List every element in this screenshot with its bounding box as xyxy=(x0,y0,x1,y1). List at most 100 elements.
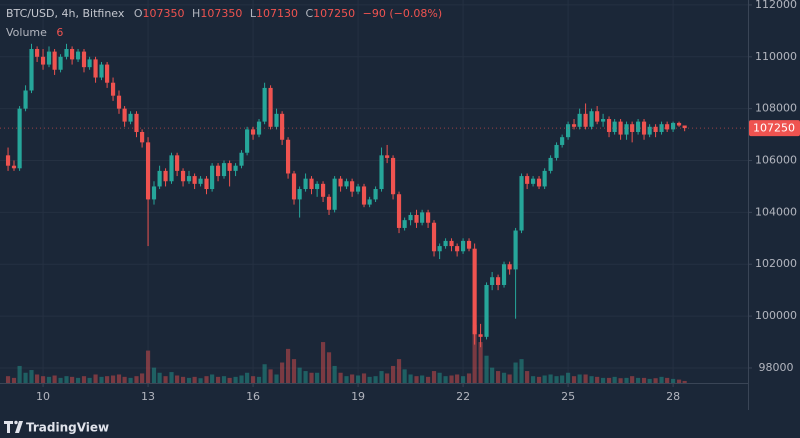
volume-bar xyxy=(309,372,314,383)
candle-body xyxy=(46,51,52,65)
volume-bar xyxy=(198,378,203,383)
logo-icon xyxy=(14,420,18,425)
candle-body xyxy=(390,157,396,195)
volume-bar xyxy=(414,376,419,383)
last-price-label: 107250 xyxy=(753,122,795,135)
candle-body xyxy=(554,144,559,158)
volume-bar xyxy=(548,374,553,383)
volume-bar xyxy=(93,374,98,383)
volume-bar xyxy=(128,377,133,383)
volume-bar xyxy=(186,377,192,383)
candle-body xyxy=(431,222,437,252)
volume-bar xyxy=(636,377,641,383)
volume-bar xyxy=(210,374,215,383)
volume-bar xyxy=(612,376,617,383)
candle-body xyxy=(315,183,320,190)
candle-body xyxy=(291,173,297,200)
candle-body xyxy=(23,90,28,109)
candle-body xyxy=(204,178,209,190)
volume-bar xyxy=(250,376,256,383)
candle-body xyxy=(320,183,326,197)
volume-pane xyxy=(5,325,687,383)
volume-bar xyxy=(583,374,588,383)
volume-bar xyxy=(390,365,396,383)
candle-body xyxy=(496,277,501,285)
candle-body xyxy=(192,176,197,184)
y-tick-label: 98000 xyxy=(759,361,794,374)
volume-bar xyxy=(99,376,104,383)
candle-body xyxy=(17,108,22,169)
volume-bar xyxy=(70,376,75,383)
volume-bar xyxy=(589,376,594,383)
candle-body xyxy=(647,126,652,135)
candle-body xyxy=(676,122,682,126)
volume-bar xyxy=(606,377,612,383)
volume-bar xyxy=(361,373,367,383)
volume-bar xyxy=(577,374,582,383)
volume-bar xyxy=(560,375,565,383)
candle-body xyxy=(420,212,425,223)
volume-bar xyxy=(367,376,372,383)
candle-body xyxy=(513,230,518,270)
candle-body xyxy=(571,124,577,127)
volume-bar xyxy=(320,342,326,383)
x-tick-label: 22 xyxy=(456,390,470,403)
volume-bar xyxy=(46,376,52,383)
volume-bar xyxy=(23,372,28,383)
candle-body xyxy=(548,157,553,171)
candle-body xyxy=(285,139,291,174)
candle-body xyxy=(326,196,332,210)
volume-bar xyxy=(58,377,63,383)
candle-body xyxy=(29,49,34,91)
candle-body xyxy=(180,170,186,182)
volume-bar xyxy=(659,376,664,383)
volume-bar xyxy=(285,348,291,383)
x-tick-label: 19 xyxy=(351,390,365,403)
volume-bar xyxy=(466,373,472,383)
volume-bar xyxy=(396,359,402,383)
candle-body xyxy=(122,108,127,122)
volume-bar xyxy=(17,365,22,383)
volume-bar xyxy=(204,376,209,383)
candle-body xyxy=(355,186,361,192)
y-tick-label: 108000 xyxy=(755,102,797,115)
volume-bar xyxy=(671,378,676,383)
candle-body xyxy=(5,155,11,166)
candle-body xyxy=(449,240,454,247)
candle-body xyxy=(338,178,343,187)
candle-body xyxy=(256,121,262,135)
y-tick-label: 106000 xyxy=(755,154,797,167)
candle-body xyxy=(75,51,81,60)
brand-logo: TradingView xyxy=(4,421,109,435)
x-tick-label: 25 xyxy=(561,390,575,403)
volume-bar xyxy=(303,371,308,383)
candle-body xyxy=(682,125,687,129)
volume-bar xyxy=(437,372,442,383)
volume-bar xyxy=(297,367,302,383)
volume-bar xyxy=(344,376,349,383)
candle-body xyxy=(116,95,122,109)
volume-bar xyxy=(233,376,238,383)
volume-bar xyxy=(542,375,547,383)
volume-bar xyxy=(682,380,687,383)
candle-body xyxy=(665,124,670,130)
candle-body xyxy=(105,64,110,83)
candle-body xyxy=(221,163,227,177)
candle-body xyxy=(425,212,431,223)
volume-bar xyxy=(262,364,267,383)
candle-body xyxy=(198,178,203,184)
y-tick-label: 100000 xyxy=(755,309,797,322)
candle-body xyxy=(332,178,337,210)
logo-icon xyxy=(15,421,23,433)
volume-bar xyxy=(221,376,227,383)
volume-bar xyxy=(134,376,139,383)
volume-bar xyxy=(496,371,501,383)
candles xyxy=(5,43,687,348)
brand-name: TradingView xyxy=(26,421,109,435)
candle-body xyxy=(507,264,512,270)
volume-bar xyxy=(425,376,431,383)
volume-bar xyxy=(431,371,437,383)
candle-body xyxy=(93,59,98,78)
volume-bar xyxy=(315,372,320,383)
candle-body xyxy=(501,264,507,285)
